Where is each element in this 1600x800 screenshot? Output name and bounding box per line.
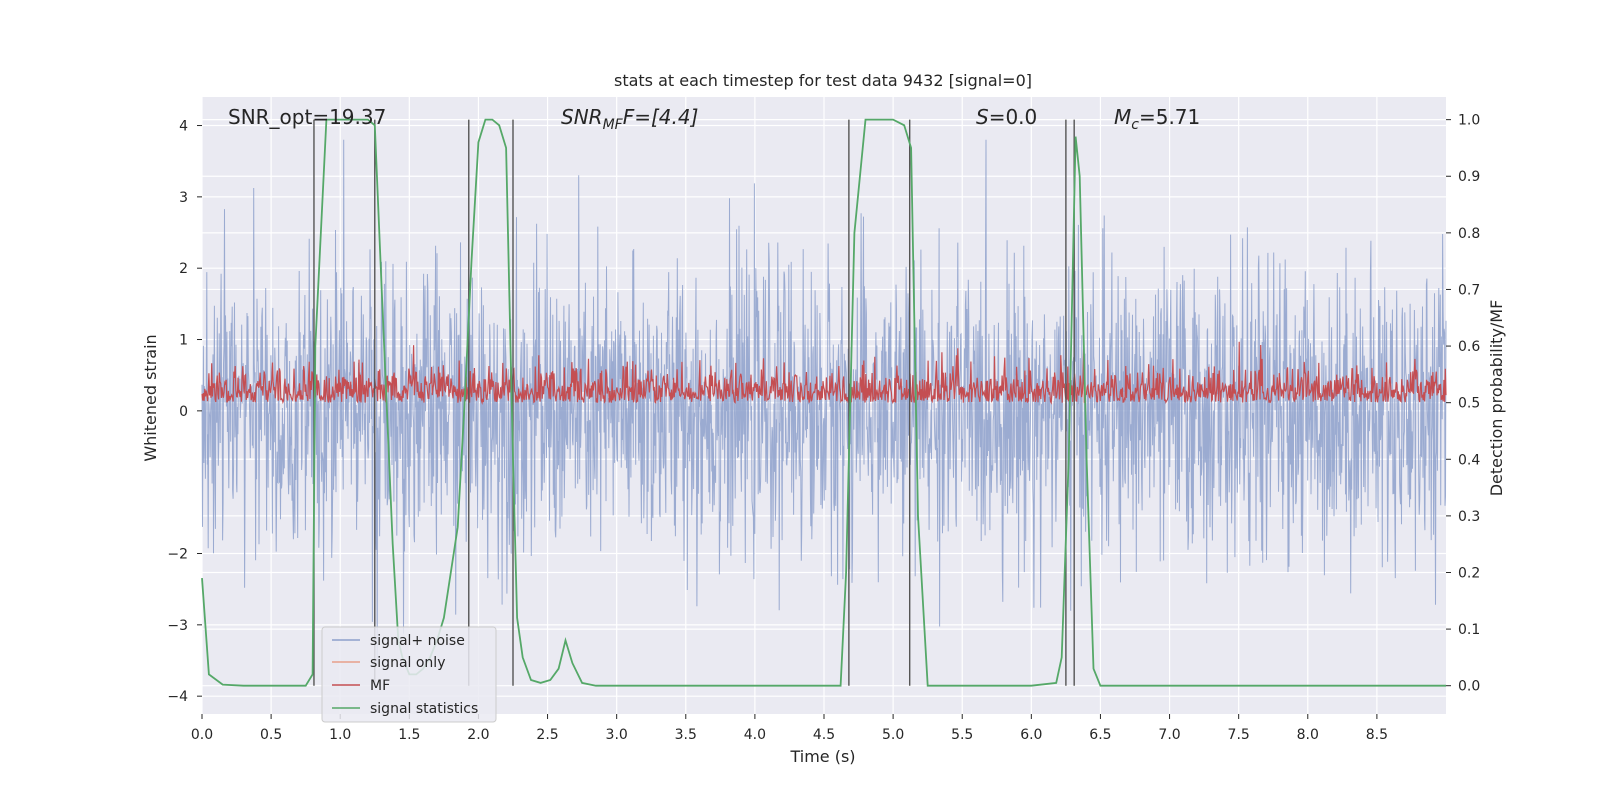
x-tick-label: 7.0 xyxy=(1158,727,1180,743)
annotation-snr-mf-base: SNR xyxy=(561,105,603,129)
annotation-s-val: =0.0 xyxy=(989,105,1038,129)
y-right-axis-ticks: 1.0 0.9 0.8 0.7 0.6 0.5 0.4 0.3 0.2 0.1 0.0 xyxy=(1446,113,1480,695)
y-right-tick-label: 0.4 xyxy=(1458,452,1480,468)
annotation-mc: Mc=5.71 xyxy=(1114,105,1200,133)
x-tick-label: 4.0 xyxy=(744,727,766,743)
y-tick-label: 2 xyxy=(179,261,188,277)
y-axis-ticks: 4 3 2 1 0 −2 −3 −4 xyxy=(167,119,202,705)
y-tick-label: −2 xyxy=(167,547,188,563)
x-tick-label: 5.0 xyxy=(882,727,904,743)
x-tick-label: 1.0 xyxy=(329,727,351,743)
legend-box xyxy=(321,626,497,723)
mf-line xyxy=(201,341,1447,405)
annotation-s: S=0.0 xyxy=(976,105,1037,129)
x-tick-label: 3.5 xyxy=(675,727,697,743)
annotation-snr-mf-rest: F=[4.4] xyxy=(623,105,699,129)
legend: signal+ noise signal only MF signal stat… xyxy=(321,626,497,723)
legend-label-signal-noise: signal+ noise xyxy=(370,633,465,649)
y-tick-label: −3 xyxy=(167,618,188,634)
y-tick-label: 1 xyxy=(179,333,188,349)
y-tick-label: 0 xyxy=(179,404,188,420)
y-right-tick-label: 0.5 xyxy=(1458,396,1480,412)
x-tick-label: 6.5 xyxy=(1089,727,1111,743)
series-mf xyxy=(201,341,1447,405)
x-tick-label: 8.5 xyxy=(1366,727,1388,743)
chart-title: stats at each timestep for test data 943… xyxy=(614,71,1032,90)
y-axis-label: Whitened strain xyxy=(141,334,160,461)
x-axis-label: Time (s) xyxy=(789,747,855,766)
y-right-tick-label: 0.8 xyxy=(1458,226,1480,242)
x-tick-label: 7.5 xyxy=(1228,727,1250,743)
y-right-tick-label: 0.3 xyxy=(1458,509,1480,525)
annotation-mc-val: =5.71 xyxy=(1139,105,1200,129)
y-right-axis-label: Detection probability/MF xyxy=(1487,300,1506,497)
legend-label-signal-statistics: signal statistics xyxy=(370,701,478,717)
x-axis-ticks: 0.0 0.5 1.0 1.5 2.0 2.5 3.0 3.5 4.0 4.5 5.0 5.5 6.0 6… xyxy=(191,714,1388,743)
y-right-tick-label: 0.7 xyxy=(1458,282,1480,298)
y-tick-label: 4 xyxy=(179,119,188,135)
x-tick-label: 6.0 xyxy=(1020,727,1042,743)
signal-statistics-line xyxy=(201,118,1446,687)
annotation-snr-opt: SNR_opt=19.37 xyxy=(228,105,386,129)
x-tick-label: 0.0 xyxy=(191,727,213,743)
x-tick-label: 8.0 xyxy=(1297,727,1319,743)
annotation-snr-mf-sub: MF xyxy=(603,117,624,133)
x-tick-label: 2.0 xyxy=(467,727,489,743)
y-right-tick-label: 0.2 xyxy=(1458,565,1480,581)
annotation-mc-sub: c xyxy=(1131,117,1139,133)
annotation-snr-mf: SNRMFF=[4.4] xyxy=(561,105,698,133)
legend-label-signal-only: signal only xyxy=(370,655,445,671)
x-tick-label: 0.5 xyxy=(260,727,282,743)
x-tick-label: 2.5 xyxy=(536,727,558,743)
x-tick-label: 1.5 xyxy=(398,727,420,743)
series-signal-statistics xyxy=(201,118,1446,687)
legend-label-mf: MF xyxy=(370,678,390,694)
x-tick-label: 5.5 xyxy=(951,727,973,743)
x-tick-label: 4.5 xyxy=(813,727,835,743)
y-right-tick-label: 1.0 xyxy=(1458,113,1480,129)
vertical-markers xyxy=(313,119,1075,686)
y-tick-label: 3 xyxy=(179,190,188,206)
y-tick-label: −4 xyxy=(167,689,188,705)
annotation-s-var: S xyxy=(976,105,989,129)
y-right-tick-label: 0.1 xyxy=(1458,622,1480,638)
annotation-mc-var: M xyxy=(1114,105,1131,129)
y-right-tick-label: 0.0 xyxy=(1458,679,1480,695)
y-right-tick-label: 0.6 xyxy=(1458,339,1480,355)
x-tick-label: 3.0 xyxy=(606,727,628,743)
y-right-tick-label: 0.9 xyxy=(1458,169,1480,185)
